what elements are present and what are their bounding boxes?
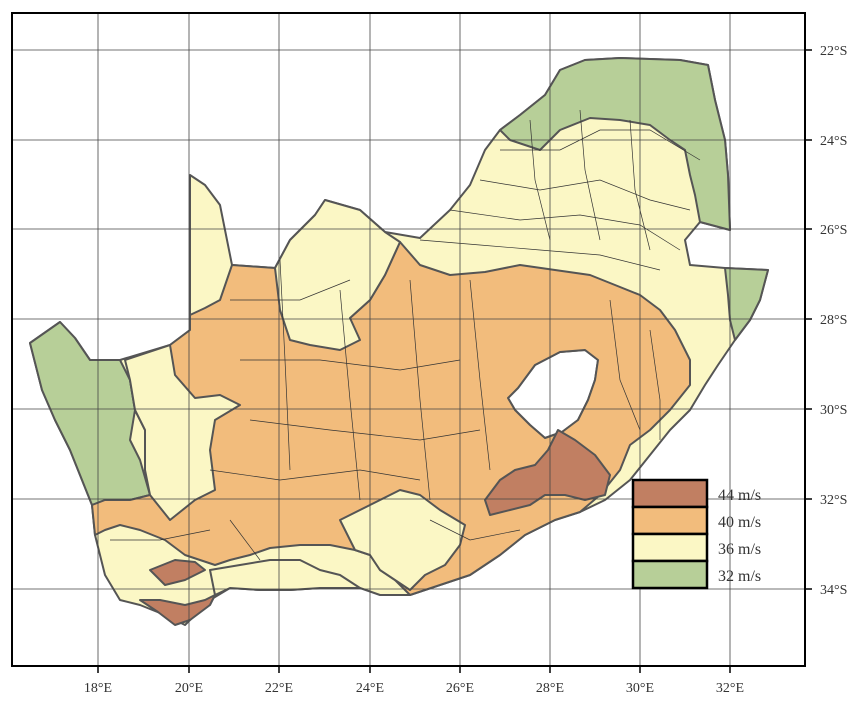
longitude-label: 18°E (84, 681, 112, 696)
longitude-label: 30°E (626, 681, 654, 696)
region-32-east (724, 267, 769, 341)
legend-label: 40 m/s (718, 514, 761, 531)
region-44-eastern-cape (484, 429, 611, 516)
region-36-west-inner (124, 344, 241, 521)
latitude-label: 24°S (820, 134, 847, 149)
legend-swatch (631, 478, 709, 509)
latitude-label: 34°S (820, 583, 847, 598)
region-32-west (29, 321, 151, 506)
region-36-northwest (274, 199, 401, 351)
region-36-coast (209, 559, 361, 596)
legend-swatch (631, 559, 709, 590)
legend: 44 m/s 40 m/s 36 m/s 32 m/s (631, 478, 761, 590)
longitude-label: 20°E (175, 681, 203, 696)
legend-swatch (631, 532, 709, 563)
longitude-labels: 18°E 20°E 22°E 24°E 26°E 28°E 30°E 32°E (84, 681, 744, 696)
district-boundaries (110, 109, 701, 561)
region-36-south-inner (339, 489, 466, 591)
region-44-southwest (149, 559, 206, 586)
latitude-label: 30°S (820, 403, 847, 418)
longitude-label: 24°E (356, 681, 384, 696)
longitude-label: 28°E (536, 681, 564, 696)
legend-label: 44 m/s (718, 487, 761, 504)
regions-32 (29, 57, 769, 506)
legend-swatch (631, 505, 709, 536)
regions-44 (139, 429, 611, 626)
latitude-label: 22°S (820, 44, 847, 59)
regions-36-inner (124, 199, 466, 596)
latitude-label: 28°S (820, 313, 847, 328)
legend-label: 32 m/s (718, 568, 761, 585)
latitude-labels: 22°S 24°S 26°S 28°S 30°S 32°S 34°S (820, 44, 847, 598)
longitude-label: 22°E (265, 681, 293, 696)
region-44-cape-point (139, 594, 216, 626)
longitude-label: 26°E (446, 681, 474, 696)
region-32-northeast (499, 57, 731, 231)
map-frame (11, 12, 806, 667)
longitude-label: 32°E (716, 681, 744, 696)
latitude-label: 32°S (820, 493, 847, 508)
legend-label: 36 m/s (718, 541, 761, 558)
latitude-label: 26°S (820, 223, 847, 238)
